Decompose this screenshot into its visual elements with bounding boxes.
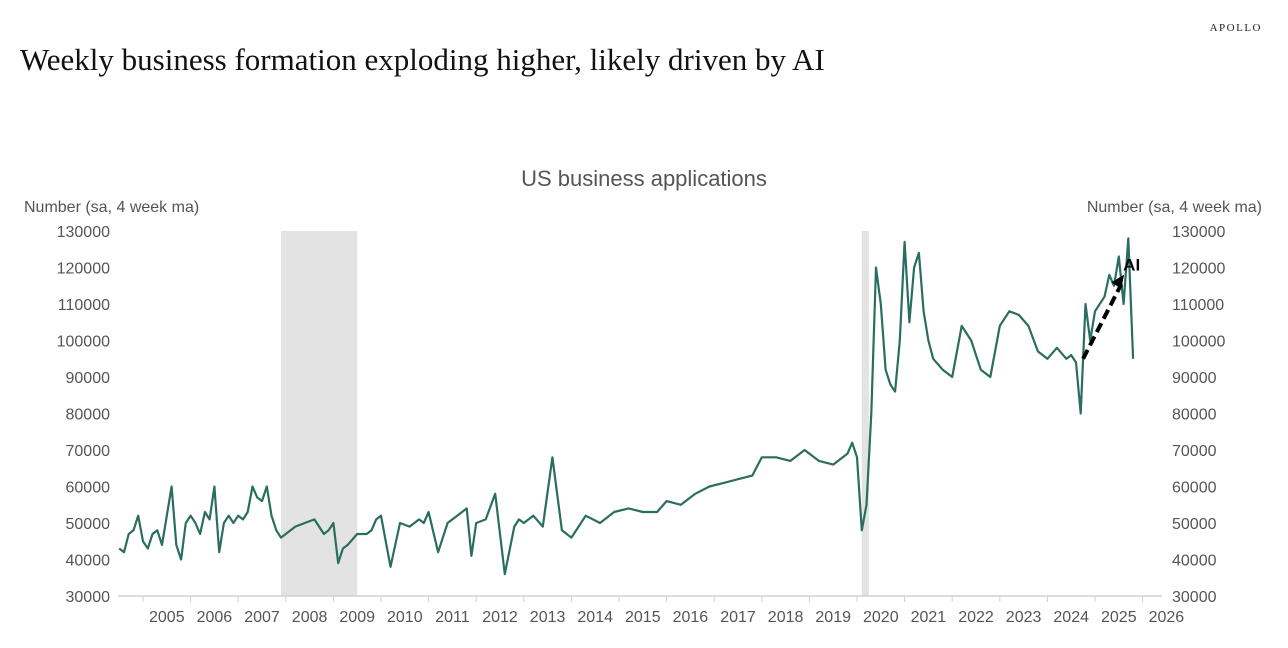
y-tick-label-left: 70000 bbox=[66, 443, 111, 460]
annotation-arrow bbox=[1081, 283, 1123, 360]
y-tick-label-left: 90000 bbox=[66, 370, 111, 387]
y-axis-label-left: Number (sa, 4 week ma) bbox=[24, 199, 199, 216]
y-tick-label-right: 100000 bbox=[1172, 334, 1225, 351]
x-tick-label: 2017 bbox=[720, 609, 756, 626]
series-line bbox=[118, 237, 1135, 576]
x-tick-label: 2014 bbox=[577, 609, 613, 626]
x-tick-label: 2020 bbox=[863, 609, 899, 626]
y-tick-label-left: 60000 bbox=[66, 480, 111, 497]
x-tick-label: 2006 bbox=[197, 609, 233, 626]
x-tick-label: 2025 bbox=[1101, 609, 1137, 626]
x-tick-label: 2019 bbox=[815, 609, 851, 626]
x-tick-label: 2015 bbox=[625, 609, 661, 626]
recession-shade bbox=[861, 231, 869, 596]
arrow-head-icon bbox=[1111, 274, 1125, 289]
x-tick-label: 2011 bbox=[435, 609, 470, 626]
y-tick-label-left: 110000 bbox=[58, 297, 110, 314]
y-tick-label-right: 120000 bbox=[1172, 261, 1225, 278]
y-tick-label-left: 130000 bbox=[57, 224, 110, 241]
brand-logo: APOLLO bbox=[1209, 22, 1262, 34]
y-tick-label-right: 70000 bbox=[1172, 443, 1217, 460]
y-tick-label-right: 40000 bbox=[1172, 553, 1217, 570]
x-tick-label: 2018 bbox=[768, 609, 804, 626]
x-tick-label: 2005 bbox=[149, 609, 185, 626]
x-tick-label: 2021 bbox=[911, 609, 947, 626]
x-tick-label: 2009 bbox=[339, 609, 375, 626]
annotation-label: AI bbox=[1123, 255, 1140, 274]
y-tick-label-right: 90000 bbox=[1172, 370, 1217, 387]
y-tick-label-right: 60000 bbox=[1172, 480, 1217, 497]
x-tick-label: 2010 bbox=[387, 609, 423, 626]
x-tick-label: 2016 bbox=[673, 609, 709, 626]
y-tick-label-left: 100000 bbox=[57, 334, 110, 351]
x-tick-label: 2012 bbox=[482, 609, 518, 626]
x-tick-label: 2026 bbox=[1149, 609, 1185, 626]
y-axis-label-right: Number (sa, 4 week ma) bbox=[1087, 199, 1262, 216]
y-tick-label-left: 120000 bbox=[57, 261, 110, 278]
y-tick-label-left: 40000 bbox=[66, 553, 111, 570]
y-tick-label-left: 80000 bbox=[66, 407, 111, 424]
x-tick-label: 2022 bbox=[958, 609, 994, 626]
x-tick-label: 2013 bbox=[530, 609, 566, 626]
chart-title: US business applications bbox=[521, 166, 767, 191]
y-tick-label-right: 130000 bbox=[1172, 224, 1225, 241]
y-tick-label-left: 50000 bbox=[66, 516, 111, 533]
y-tick-label-right: 50000 bbox=[1172, 516, 1217, 533]
y-tick-label-right: 110000 bbox=[1172, 297, 1224, 314]
x-tick-label: 2024 bbox=[1053, 609, 1089, 626]
x-tick-label: 2008 bbox=[292, 609, 328, 626]
y-tick-label-left: 30000 bbox=[66, 589, 111, 606]
x-tick-label: 2007 bbox=[244, 609, 280, 626]
x-tick-label: 2023 bbox=[1006, 609, 1042, 626]
headline: Weekly business formation exploding high… bbox=[20, 42, 825, 77]
y-tick-label-right: 30000 bbox=[1172, 589, 1217, 606]
recession-shade bbox=[281, 231, 358, 596]
y-tick-label-right: 80000 bbox=[1172, 407, 1217, 424]
